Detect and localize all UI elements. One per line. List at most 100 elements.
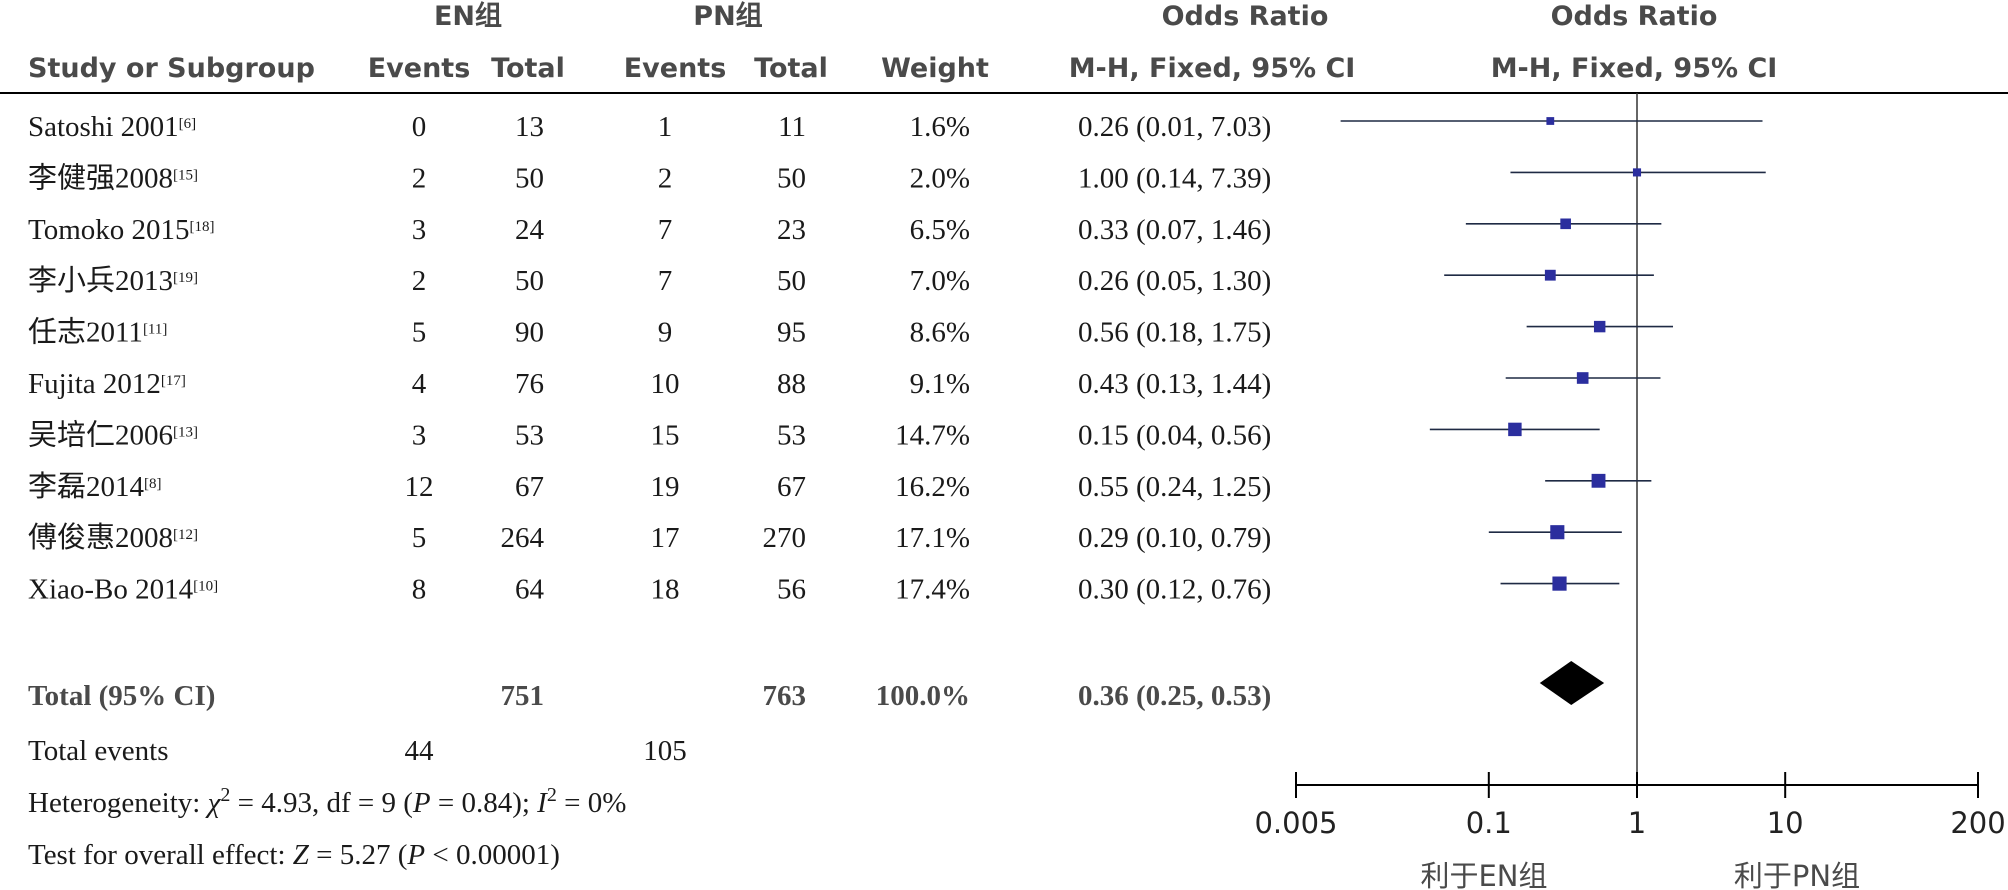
study-column-header: Study or Subgroup [28, 53, 315, 84]
plot-area: 0.005 0.1 1 10 200 [1254, 93, 2006, 840]
study-label: 傅俊惠2008 [28, 521, 173, 554]
or-ci-cell: 0.43 (0.13, 1.44) [1078, 368, 1271, 400]
study-reference: [13] [173, 424, 198, 440]
or-ci-cell: 0.29 (0.10, 0.79) [1078, 522, 1271, 554]
or-ci-cell: 0.56 (0.18, 1.75) [1078, 317, 1271, 349]
events1-cell: 3 [412, 214, 427, 246]
study-label: 李健强2008 [28, 161, 173, 194]
or-method-header: M-H, Fixed, 95% CI [1069, 53, 1356, 84]
study-row: 吴培仁2006[13] 3 53 15 53 14.7% 0.15 (0.04, 0.56) [28, 418, 1271, 451]
weight-cell: 6.5% [910, 214, 970, 246]
study-row: 李小兵2013[19] 2 50 7 50 7.0% 0.26 (0.05, 1.30) [28, 264, 1271, 297]
events2-cell: 18 [651, 574, 680, 606]
het-p-symbol: P [412, 787, 431, 819]
or-ci-cell: 0.55 (0.24, 1.25) [1078, 471, 1271, 503]
study-label: 吴培仁2006 [28, 418, 173, 451]
x-tick-label: 200 [1950, 806, 2005, 840]
het-prefix: Heterogeneity: [28, 787, 208, 819]
weight-cell: 17.4% [895, 574, 970, 606]
total1-cell: 50 [515, 162, 544, 194]
weight-cell: 8.6% [910, 317, 970, 349]
total-events1: 44 [405, 735, 435, 767]
study-label: Fujita 2012 [28, 368, 161, 400]
events2-cell: 2 [658, 162, 673, 194]
study-row: 李健强2008[15] 2 50 2 50 2.0% 1.00 (0.14, 7.39) [28, 161, 1271, 194]
total1-cell: 50 [515, 265, 544, 297]
events2-cell: 15 [651, 419, 680, 451]
total-weight: 100.0% [876, 680, 970, 712]
total2-cell: 270 [763, 522, 807, 554]
study-point-marker [1576, 372, 1589, 384]
weight-cell: 14.7% [895, 419, 970, 451]
study-row: Xiao-Bo 2014[10] 8 64 18 56 17.4% 0.30 (0.12, … [28, 574, 1271, 606]
events1-cell: 3 [412, 419, 427, 451]
or-ci-cell: 0.15 (0.04, 0.56) [1078, 419, 1271, 451]
total-label: Total (95% CI) [28, 680, 215, 712]
study-name: 任志2011[11] [28, 316, 167, 349]
plot-title: Odds Ratio [1551, 1, 1718, 32]
study-rows: Satoshi 2001[6] 0 13 1 11 1.6% 0.26 (0.01, 7.0… [28, 111, 1271, 606]
study-point-marker [1544, 269, 1556, 281]
study-label: Xiao-Bo 2014 [28, 574, 194, 606]
total2-cell: 67 [777, 471, 806, 503]
study-name: 李健强2008[15] [28, 161, 198, 194]
study-label: 李小兵2013 [28, 264, 173, 297]
weight-cell: 17.1% [895, 522, 970, 554]
study-reference: [8] [144, 476, 162, 492]
total1-cell: 76 [515, 368, 544, 400]
x-tick-label: 0.005 [1254, 806, 1337, 840]
events1-cell: 5 [412, 317, 427, 349]
study-name: 吴培仁2006[13] [28, 418, 198, 451]
x-tick-label: 1 [1628, 806, 1646, 840]
study-name: 李磊2014[8] [28, 470, 162, 503]
study-reference: [11] [143, 322, 167, 338]
study-point-marker [1632, 168, 1642, 177]
total1-cell: 13 [515, 111, 544, 143]
study-reference: [10] [193, 579, 218, 595]
oe-p-symbol: P [406, 839, 425, 871]
study-point-marker [1560, 218, 1571, 230]
total2-cell: 56 [777, 574, 806, 606]
events2-cell: 17 [651, 522, 680, 554]
weight-cell: 16.2% [895, 471, 970, 503]
or-ci-cell: 0.26 (0.01, 7.03) [1078, 111, 1271, 143]
plot-method-header: M-H, Fixed, 95% CI [1491, 53, 1778, 84]
events1-cell: 12 [405, 471, 434, 503]
i-value: = 0% [557, 787, 627, 819]
events2-cell: 10 [651, 368, 680, 400]
events1-cell: 8 [412, 574, 427, 606]
study-reference: [6] [179, 116, 197, 132]
events2-cell: 7 [658, 214, 673, 246]
favours-right: 利于PN组 [1734, 859, 1860, 890]
study-point-marker [1591, 473, 1606, 488]
oe-p-value: < 0.00001) [425, 839, 560, 871]
total-events2: 105 [643, 735, 687, 767]
total1-cell: 53 [515, 419, 544, 451]
or-ci-cell: 1.00 (0.14, 7.39) [1078, 162, 1271, 194]
group1-header: EN组 [434, 0, 502, 32]
study-point-marker [1508, 422, 1522, 437]
study-name: Tomoko 2015[18] [28, 214, 215, 246]
chi-symbol: χ [205, 787, 222, 819]
study-name: Xiao-Bo 2014[10] [28, 574, 218, 606]
total1-cell: 64 [515, 574, 545, 606]
total-events-label: Total events [28, 735, 169, 767]
study-name: 李小兵2013[19] [28, 264, 198, 297]
or-ci-cell: 0.30 (0.12, 0.76) [1078, 574, 1271, 606]
overall-effect-line: Test for overall effect: Z = 5.27 (P < 0… [28, 839, 560, 871]
events2-cell: 19 [651, 471, 680, 503]
events1-cell: 2 [412, 265, 427, 297]
study-label: 任志2011 [28, 316, 143, 349]
study-label: Satoshi 2001 [28, 111, 179, 143]
total2-value: 763 [763, 680, 807, 712]
study-reference: [12] [173, 527, 198, 543]
study-row: 傅俊惠2008[12] 5 264 17 270 17.1% 0.29 (0.10, 0.7… [28, 521, 1271, 554]
total1-cell: 24 [515, 214, 545, 246]
total1-cell: 67 [515, 471, 544, 503]
favours-left: 利于EN组 [1420, 859, 1547, 890]
study-point-marker [1546, 117, 1555, 125]
events2-cell: 1 [658, 111, 673, 143]
study-reference: [19] [173, 270, 198, 286]
chi-value: = 4.93, df = 9 ( [230, 787, 413, 819]
